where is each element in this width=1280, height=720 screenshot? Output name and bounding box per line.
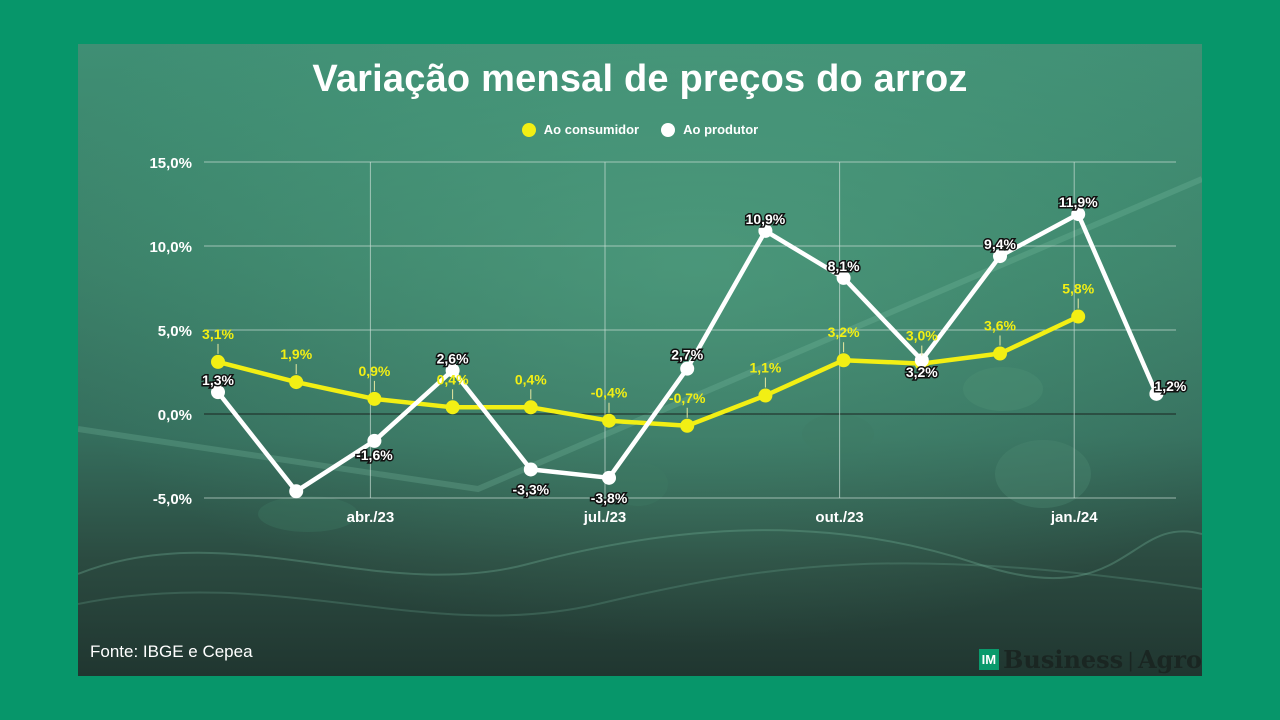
y-tick-label: 15,0% xyxy=(149,155,192,172)
line-chart: -5,0% 0,0% 5,0% 10,0% 15,0% abr./23 jul./23 out… xyxy=(149,155,1188,526)
brand-name: Business xyxy=(1003,645,1124,674)
data-point-consumidor xyxy=(680,418,695,433)
x-tick-label: jul./23 xyxy=(583,509,627,526)
data-label-produtor: 9,4% xyxy=(984,236,1016,252)
data-label-produtor: 1,3% xyxy=(202,372,234,388)
brand-logo: IM Business | Agro xyxy=(978,645,1202,674)
data-point-produtor xyxy=(367,433,382,448)
data-label-produtor: -3,3% xyxy=(513,481,550,497)
data-label-consumidor: -0,7% xyxy=(669,390,706,406)
data-point-produtor xyxy=(211,385,225,400)
data-label-produtor: 3,2% xyxy=(906,364,938,380)
data-label-consumidor: 3,6% xyxy=(984,318,1016,334)
legend-label-produtor: Ao produtor xyxy=(683,122,759,137)
data-label-consumidor: 5,8% xyxy=(1062,281,1094,297)
data-point-consumidor xyxy=(758,388,773,403)
brand-separator: | xyxy=(1127,647,1134,672)
background-texture xyxy=(78,44,1202,676)
data-point-consumidor xyxy=(211,354,225,369)
data-point-consumidor xyxy=(1071,309,1086,324)
legend: Ao consumidor Ao produtor xyxy=(78,122,1202,137)
legend-item-consumidor: Ao consumidor xyxy=(521,122,640,137)
data-point-produtor xyxy=(680,361,695,376)
data-point-produtor xyxy=(914,353,929,368)
data-label-produtor: 2,6% xyxy=(437,350,469,366)
y-tick-label: 0,0% xyxy=(158,407,192,424)
data-label-consumidor: -0,4% xyxy=(591,385,628,401)
data-point-consumidor xyxy=(289,375,304,390)
x-tick-label: jan./24 xyxy=(1050,509,1098,526)
y-tick-label: -5,0% xyxy=(153,491,192,508)
data-point-produtor xyxy=(993,249,1007,264)
data-point-produtor xyxy=(523,462,538,477)
data-point-consumidor xyxy=(523,400,538,415)
data-point-produtor xyxy=(602,470,616,485)
data-point-produtor xyxy=(836,270,851,285)
chart-panel: Variação mensal de preços do arroz Ao co… xyxy=(78,44,1202,676)
data-point-produtor xyxy=(445,363,460,378)
data-label-produtor: 8,1% xyxy=(828,258,860,274)
legend-swatch-consumidor xyxy=(521,122,536,137)
data-point-produtor xyxy=(289,484,304,499)
data-label-consumidor: 3,2% xyxy=(828,324,860,340)
data-label-consumidor: 3,0% xyxy=(906,328,938,344)
data-label-consumidor: 1,1% xyxy=(749,360,781,376)
y-tick-label: 5,0% xyxy=(158,323,192,340)
brand-badge: IM xyxy=(978,649,1000,670)
data-label-produtor: 10,9% xyxy=(746,211,786,227)
data-label-produtor: 1,2% xyxy=(1154,378,1186,394)
series-line-consumidor xyxy=(215,314,1081,429)
data-point-produtor xyxy=(758,223,773,238)
data-label-produtor: 11,9% xyxy=(1059,194,1098,210)
data-label-consumidor: 0,9% xyxy=(358,363,390,379)
data-label-produtor: -3,8% xyxy=(591,490,628,506)
data-label-produtor: 2,7% xyxy=(671,347,703,363)
data-label-produtor: -1,6% xyxy=(356,447,393,463)
data-label-consumidor: 0,4% xyxy=(515,371,547,387)
data-point-consumidor xyxy=(367,391,382,406)
legend-label-consumidor: Ao consumidor xyxy=(543,122,640,137)
data-label-consumidor: 3,1% xyxy=(202,326,234,342)
data-point-consumidor xyxy=(993,346,1007,361)
chart-title: Variação mensal de preços do arroz xyxy=(312,58,968,100)
data-point-consumidor xyxy=(836,353,851,368)
data-point-produtor xyxy=(1149,386,1164,401)
legend-item-produtor: Ao produtor xyxy=(661,122,758,137)
legend-swatch-produtor xyxy=(661,122,676,137)
data-point-consumidor xyxy=(445,400,460,415)
brand-suffix: Agro xyxy=(1137,645,1202,674)
data-label-consumidor: 0,4% xyxy=(437,371,469,387)
x-tick-label: abr./23 xyxy=(347,509,395,526)
x-tick-label: out./23 xyxy=(815,509,863,526)
data-point-consumidor xyxy=(602,413,616,428)
y-tick-label: 10,0% xyxy=(149,239,192,256)
source-note: Fonte: IBGE e Cepea xyxy=(90,642,253,661)
data-point-produtor xyxy=(1071,207,1086,222)
data-label-consumidor: 1,9% xyxy=(280,346,312,362)
